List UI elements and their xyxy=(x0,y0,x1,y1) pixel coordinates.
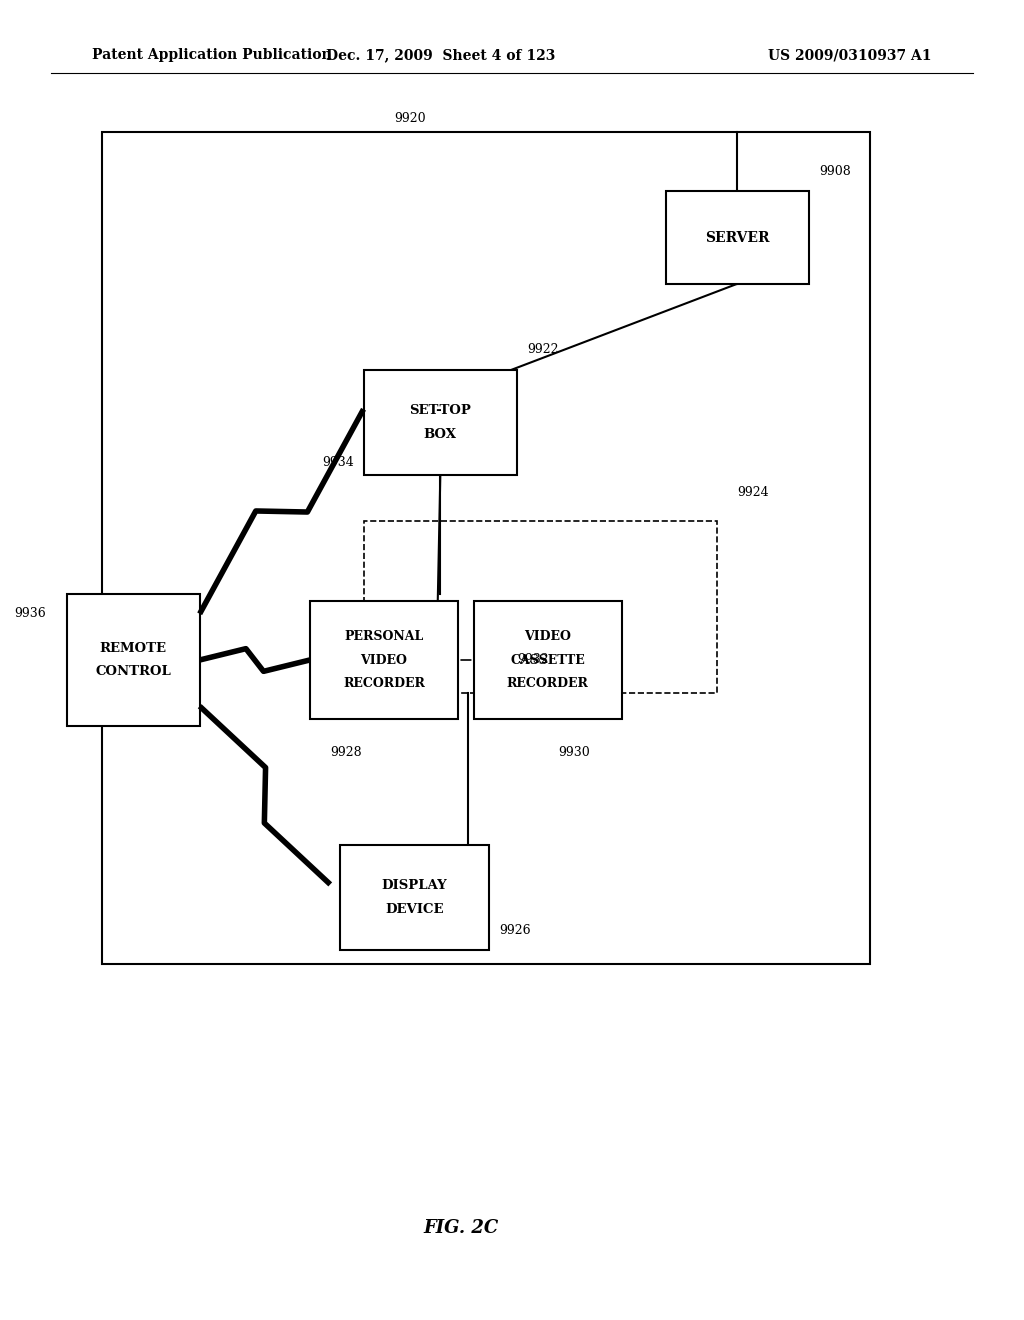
Text: US 2009/0310937 A1: US 2009/0310937 A1 xyxy=(768,49,932,62)
FancyBboxPatch shape xyxy=(340,845,489,950)
FancyBboxPatch shape xyxy=(364,370,517,475)
Text: 9908: 9908 xyxy=(819,165,851,178)
Text: 9926: 9926 xyxy=(500,924,530,937)
FancyBboxPatch shape xyxy=(473,601,623,719)
Text: VIDEO: VIDEO xyxy=(360,653,408,667)
Text: DEVICE: DEVICE xyxy=(385,903,444,916)
Text: 9934: 9934 xyxy=(323,455,354,469)
Text: REMOTE: REMOTE xyxy=(99,642,167,655)
FancyBboxPatch shape xyxy=(67,594,200,726)
Text: CONTROL: CONTROL xyxy=(95,665,171,678)
Text: 9936: 9936 xyxy=(14,607,46,620)
Text: FIG. 2C: FIG. 2C xyxy=(423,1218,499,1237)
Bar xyxy=(102,132,870,964)
Text: 9922: 9922 xyxy=(527,343,559,356)
Text: VIDEO: VIDEO xyxy=(524,630,571,643)
Text: RECORDER: RECORDER xyxy=(343,677,425,690)
Text: PERSONAL: PERSONAL xyxy=(344,630,424,643)
FancyBboxPatch shape xyxy=(309,601,459,719)
Text: SERVER: SERVER xyxy=(706,231,769,244)
Text: 9928: 9928 xyxy=(330,746,361,759)
Text: 9920: 9920 xyxy=(394,112,426,125)
Text: CASSETTE: CASSETTE xyxy=(511,653,585,667)
FancyBboxPatch shape xyxy=(666,191,809,284)
Bar xyxy=(364,521,717,693)
Text: 9930: 9930 xyxy=(558,746,590,759)
Text: Dec. 17, 2009  Sheet 4 of 123: Dec. 17, 2009 Sheet 4 of 123 xyxy=(326,49,555,62)
Text: 9924: 9924 xyxy=(737,486,769,499)
Text: 9932: 9932 xyxy=(517,653,549,667)
Text: SET-TOP: SET-TOP xyxy=(410,404,471,417)
Text: BOX: BOX xyxy=(424,428,457,441)
Text: DISPLAY: DISPLAY xyxy=(382,879,447,892)
Text: RECORDER: RECORDER xyxy=(507,677,589,690)
Text: Patent Application Publication: Patent Application Publication xyxy=(92,49,332,62)
